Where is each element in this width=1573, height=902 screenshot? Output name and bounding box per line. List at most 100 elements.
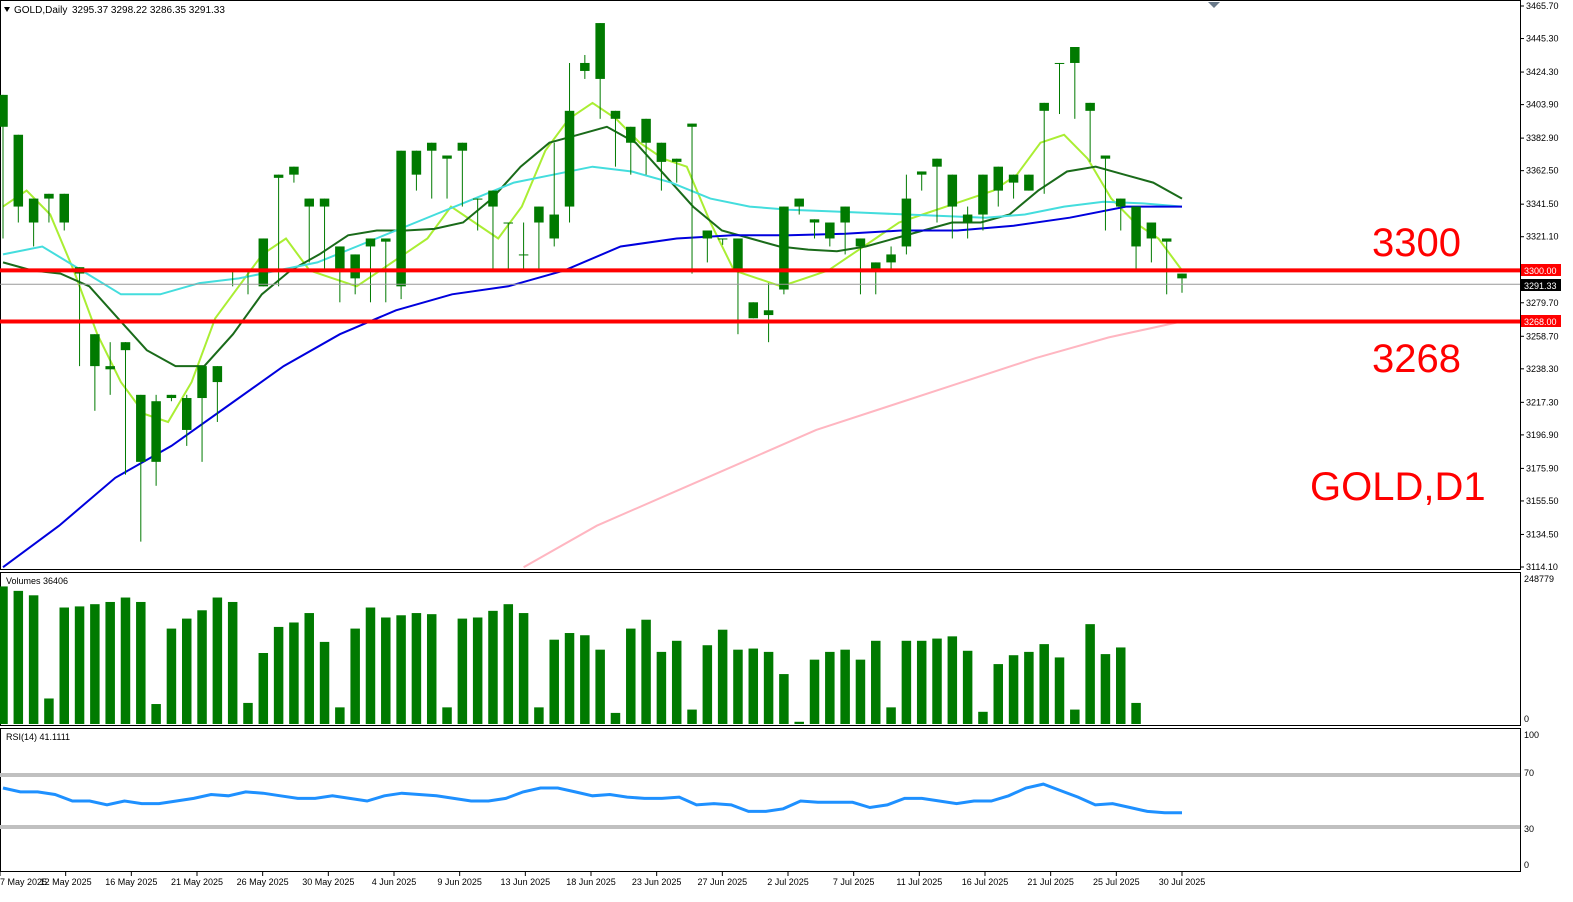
volume-bar (993, 664, 1004, 724)
candle-body[interactable] (166, 394, 177, 399)
candle-body[interactable] (978, 174, 988, 215)
candle-body[interactable] (258, 238, 269, 287)
last-price-tag-bg (1521, 279, 1561, 291)
volume-bar (335, 707, 345, 724)
shift-marker-icon[interactable] (1208, 2, 1220, 8)
ohlc-readout: 3295.37 3298.22 3286.35 3291.33 (72, 5, 225, 16)
candle-body[interactable] (1116, 198, 1126, 207)
volume-bar (197, 610, 207, 724)
candle-body[interactable] (626, 126, 636, 143)
candle-body[interactable] (947, 174, 958, 207)
candle-body[interactable] (335, 246, 345, 271)
dropdown-triangle-icon[interactable] (4, 7, 10, 12)
horizontal-levels[interactable] (0, 268, 1520, 324)
candle-body[interactable] (381, 238, 391, 242)
candle-body[interactable] (105, 366, 115, 370)
candle-body[interactable] (396, 150, 406, 287)
candle-body[interactable] (855, 238, 866, 247)
candle-body[interactable] (472, 198, 483, 200)
candle-body[interactable] (1024, 174, 1034, 191)
candle-body[interactable] (1177, 273, 1187, 279)
candle-body[interactable] (503, 222, 514, 224)
candle-body[interactable] (120, 342, 131, 351)
candle-body[interactable] (916, 171, 927, 175)
candle-body[interactable] (304, 198, 314, 207)
candle-body[interactable] (350, 254, 360, 279)
candle-body[interactable] (901, 198, 912, 247)
candle-body[interactable] (656, 142, 667, 162)
price-panel-frame (0, 0, 1521, 570)
candle-body[interactable] (687, 123, 697, 127)
candle-body[interactable] (1039, 102, 1049, 111)
candle-body[interactable] (1146, 222, 1157, 239)
candle-body[interactable] (1100, 155, 1111, 159)
candle-body[interactable] (28, 198, 39, 223)
volume-bar (44, 698, 54, 724)
candle-body[interactable] (411, 150, 422, 175)
candle-body[interactable] (1131, 206, 1141, 247)
candle-body[interactable] (549, 214, 559, 239)
candle-body[interactable] (794, 198, 804, 207)
date-tick-label: 30 May 2025 (302, 877, 354, 887)
candle-body[interactable] (564, 110, 575, 207)
candle-body[interactable] (365, 238, 376, 247)
candle-body[interactable] (442, 155, 452, 159)
candle-body[interactable] (151, 401, 161, 462)
candle-body[interactable] (993, 166, 1004, 191)
candle-body[interactable] (840, 206, 850, 223)
candle-body[interactable] (748, 302, 759, 319)
candle-body[interactable] (1054, 62, 1065, 64)
candle-body[interactable] (779, 206, 789, 290)
volume-bar (442, 707, 452, 724)
candle-body[interactable] (733, 238, 743, 271)
candle-body[interactable] (197, 366, 207, 399)
candle-body[interactable] (319, 198, 330, 207)
candle-body[interactable] (289, 166, 299, 175)
candle-body[interactable] (1085, 102, 1095, 111)
volume-bar (488, 610, 498, 724)
rsi-line (0, 773, 1520, 829)
candle-body[interactable] (825, 222, 835, 239)
candle-body[interactable] (534, 206, 544, 223)
candle-body[interactable] (136, 394, 146, 462)
volume-bar (472, 617, 483, 724)
candle-body[interactable] (763, 310, 774, 316)
volume-bar (733, 649, 743, 724)
candle-body[interactable] (426, 142, 437, 151)
candle-body[interactable] (488, 190, 498, 207)
date-tick-label: 27 Jun 2025 (698, 877, 748, 887)
volume-bar (304, 613, 314, 724)
candle-body[interactable] (932, 158, 942, 167)
candle-body[interactable] (871, 262, 881, 271)
volume-min-label: 0 (1524, 714, 1529, 724)
candle-body[interactable] (1161, 238, 1172, 242)
candle-body[interactable] (1070, 47, 1080, 63)
candle-body[interactable] (90, 334, 100, 367)
volume-bar (549, 639, 559, 724)
volume-bar (978, 711, 988, 724)
candle-body[interactable] (13, 134, 24, 207)
candle-body[interactable] (181, 398, 192, 430)
candle-body[interactable] (702, 230, 713, 239)
candle-body[interactable] (962, 214, 973, 223)
candle-body[interactable] (44, 193, 54, 199)
candle-body[interactable] (1008, 174, 1019, 183)
candle-body[interactable] (273, 174, 284, 178)
candle-body[interactable] (809, 219, 820, 223)
candle-body[interactable] (580, 62, 590, 71)
candle-body[interactable] (212, 366, 223, 383)
candle-body[interactable] (641, 118, 651, 143)
candle-body[interactable] (671, 158, 682, 162)
candle-body[interactable] (886, 254, 896, 263)
candle-body[interactable] (59, 193, 69, 223)
candle-body[interactable] (0, 94, 8, 127)
candle-body[interactable] (595, 23, 605, 79)
candle-body[interactable] (610, 110, 621, 119)
candle-body[interactable] (717, 238, 728, 240)
candle-body[interactable] (457, 142, 468, 151)
volume-bar (534, 707, 544, 724)
volume-bar (426, 614, 437, 724)
candle-body[interactable] (518, 254, 529, 256)
